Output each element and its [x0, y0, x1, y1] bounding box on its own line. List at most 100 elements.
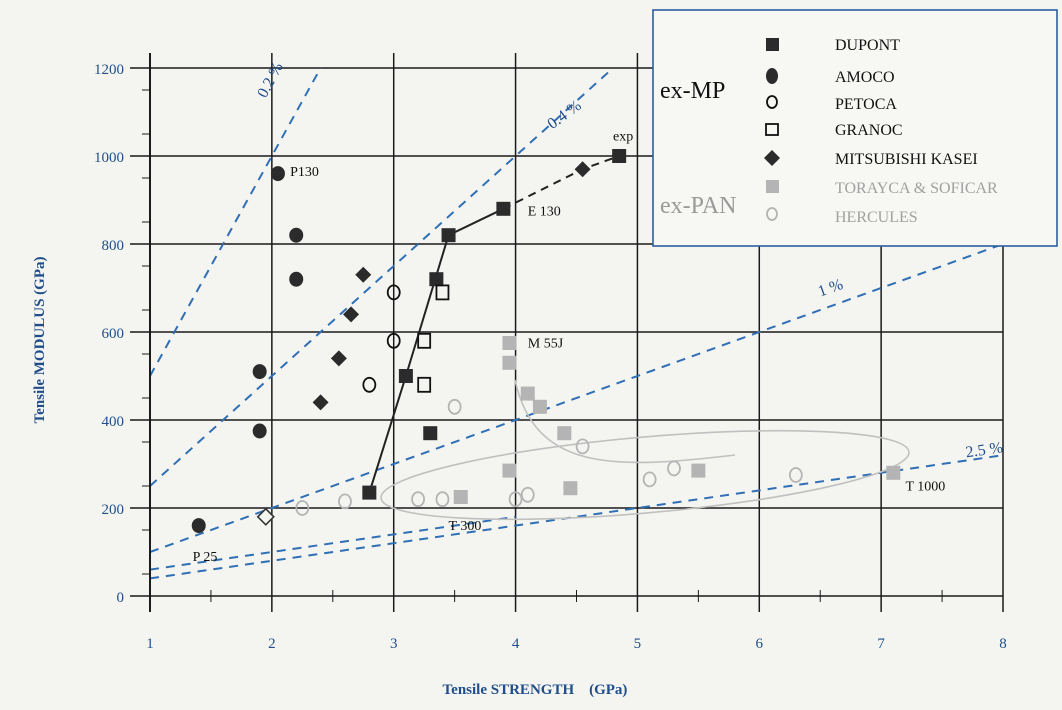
data-point-open-circle	[411, 491, 425, 508]
annotation-label: E 130	[528, 204, 561, 219]
data-point-diamond	[355, 266, 372, 283]
legend-label: PETOCA	[835, 96, 897, 113]
legend: ex-MP ex-PAN DUPONT AMOCO PETOCA GRANOC …	[652, 9, 1058, 247]
x-tick-label: 4	[512, 636, 520, 652]
data-point-open-circle	[386, 284, 401, 301]
legend-marker-grey-open-circle-icon	[766, 207, 778, 221]
legend-entry-torayca-soficar: TORAYCA & SOFICAR	[766, 180, 998, 197]
data-point-square	[441, 228, 456, 243]
data-point-open-square	[417, 332, 432, 349]
data-point-open-circle	[362, 376, 377, 393]
connecting-line	[502, 155, 620, 210]
legend-marker-filled-circle-icon	[766, 68, 778, 84]
data-point-square	[612, 149, 627, 163]
legend-label: MITSUBISHI KASEI	[835, 151, 978, 168]
data-point-open-square	[435, 284, 450, 301]
y-tick-label: 1000	[94, 150, 124, 166]
data-point-circle	[191, 518, 206, 534]
data-point-diamond	[312, 394, 329, 411]
data-point-open-circle	[520, 486, 535, 503]
data-point-square	[691, 463, 706, 478]
data-point-diamond	[343, 306, 360, 323]
y-tick-label: 600	[102, 326, 125, 342]
axes: 0 200 400 600 800 1000 1200 1 2 3 4 5 6 7 8	[94, 53, 1007, 652]
strain-label: 0.4 %	[544, 97, 584, 133]
data-point-diamond	[330, 350, 347, 367]
x-tick-label: 7	[877, 636, 885, 652]
data-point-open-circle	[508, 491, 523, 508]
data-point-square	[362, 485, 377, 500]
y-tick-label: 1200	[94, 62, 124, 78]
y-axis-label: Tensile MODULUS (GPa)	[32, 257, 48, 424]
y-tick-label: 0	[117, 590, 125, 606]
legend-label: TORAYCA & SOFICAR	[835, 180, 998, 197]
data-point-square	[886, 465, 901, 480]
data-point-circle	[252, 423, 267, 439]
strain-label: 1 %	[816, 276, 846, 301]
data-point-square	[453, 490, 468, 504]
annotation-label: P130	[290, 165, 319, 180]
data-point-diamond	[574, 161, 591, 178]
strain-line	[149, 67, 322, 377]
data-point-square	[429, 272, 444, 287]
legend-marker-grey-square-icon	[766, 180, 779, 193]
data-point-open-circle	[435, 491, 450, 508]
connecting-lines	[368, 155, 620, 493]
legend-label: DUPONT	[835, 37, 900, 54]
annotation-label: P 25	[193, 550, 218, 565]
connecting-line	[368, 207, 504, 493]
annotations: P130 exp E 130 M 55J T 300 T 1000 P 25	[193, 130, 946, 565]
legend-entry-granoc: GRANOC	[765, 122, 903, 139]
y-tick-label: 800	[102, 238, 125, 254]
x-tick-label: 3	[390, 636, 398, 652]
strain-line-lower	[149, 515, 516, 571]
data-point-open-diamond	[256, 507, 275, 526]
data-point-open-circle	[447, 398, 462, 415]
data-point-open-circle	[788, 467, 803, 483]
strain-line	[149, 243, 1004, 553]
legend-label: GRANOC	[835, 122, 903, 139]
data-point-open-circle	[386, 332, 401, 349]
legend-marker-open-circle-icon	[766, 95, 778, 109]
annotation-label: T 1000	[906, 479, 946, 494]
legend-box	[652, 9, 1058, 247]
data-point-square	[398, 369, 413, 383]
legend-label: AMOCO	[835, 69, 895, 86]
data-point-circle	[270, 166, 285, 182]
data-point-open-circle	[642, 471, 657, 488]
annotation-label: exp	[613, 130, 633, 145]
x-tick-label: 1	[146, 636, 154, 652]
legend-marker-open-square-icon	[765, 123, 779, 136]
data-point-open-circle	[667, 460, 681, 477]
legend-group-ex-pan: ex-PAN	[660, 193, 736, 219]
data-point-square	[502, 463, 517, 478]
data-point-square	[423, 426, 438, 441]
y-tick-label: 200	[102, 502, 125, 518]
legend-entry-petoca: PETOCA	[766, 95, 897, 113]
ex-pan-envelope	[380, 379, 910, 521]
annotation-label: M 55J	[528, 336, 564, 351]
data-point-square	[563, 481, 578, 496]
data-point-square	[502, 355, 517, 370]
data-points	[191, 149, 901, 534]
data-point-square	[520, 386, 535, 401]
x-tick-label: 6	[756, 636, 764, 652]
annotation-label: T 300	[449, 519, 482, 534]
data-point-open-circle	[575, 438, 590, 455]
x-axis-label: Tensile STRENGTH (GPa)	[443, 682, 628, 698]
data-point-circle	[252, 364, 267, 380]
legend-marker-filled-square-icon	[766, 38, 779, 51]
data-point-square	[557, 426, 572, 441]
data-point-square	[502, 336, 517, 350]
data-point-square	[532, 399, 547, 414]
data-point-square	[496, 201, 511, 216]
legend-marker-filled-diamond-icon	[764, 150, 780, 166]
legend-label: HERCULES	[835, 209, 918, 226]
x-tick-label: 5	[634, 636, 642, 652]
x-tick-label: 8	[999, 636, 1007, 652]
data-point-open-circle	[295, 500, 310, 516]
x-tick-label: 2	[268, 636, 276, 652]
strain-label: 2.5 %	[965, 439, 1004, 461]
